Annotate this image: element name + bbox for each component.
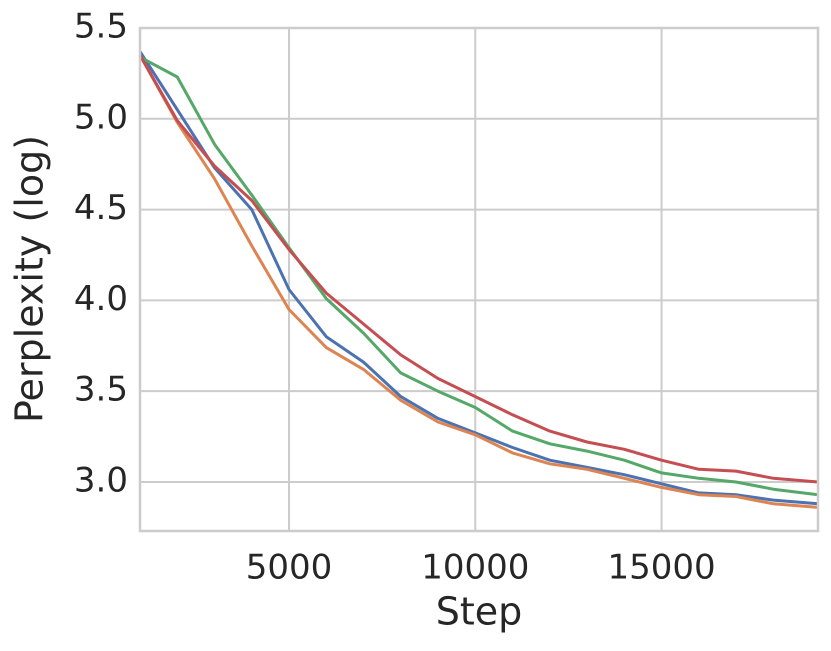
series-line <box>139 55 819 497</box>
series-line <box>138 50 819 506</box>
y-tick-label: 5.5 <box>74 7 128 47</box>
x-tick-label: 15000 <box>607 548 715 588</box>
x-tick-label: 5000 <box>246 548 333 588</box>
y-tick-label: 4.0 <box>74 279 128 319</box>
y-tick-label: 5.0 <box>74 97 128 137</box>
series-line <box>138 54 819 509</box>
x-axis-label: Step <box>436 590 523 634</box>
plot-frame <box>138 26 820 533</box>
y-tick-label: 4.5 <box>74 188 128 228</box>
y-tick-label: 3.5 <box>74 370 128 410</box>
y-axis-label: Perplexity (log) <box>8 135 52 423</box>
series-line <box>138 54 819 484</box>
y-tick-label: 3.0 <box>74 460 128 500</box>
x-tick-label: 10000 <box>421 548 529 588</box>
